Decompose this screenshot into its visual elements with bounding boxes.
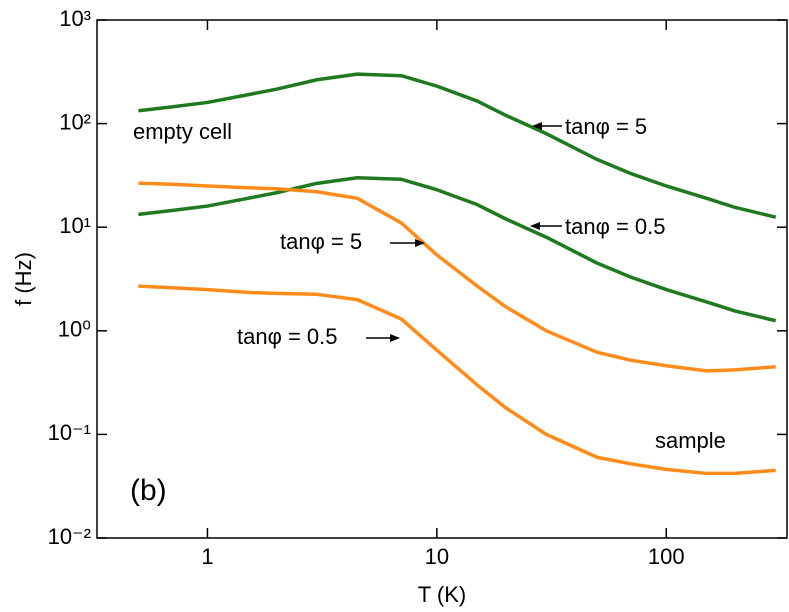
y-axis-label: f (Hz) [11, 252, 36, 306]
x-axis-label: T (K) [418, 582, 466, 607]
data-line [138, 181, 776, 373]
plot-frame [96, 19, 788, 539]
annotation: (b) [130, 474, 167, 507]
arrow-head [532, 122, 542, 130]
data-line [138, 284, 776, 476]
x-tick-label: 10 [425, 544, 449, 569]
y-tick-label: 10³ [59, 6, 91, 31]
x-tick-label: 1 [201, 544, 213, 569]
annotation: tanφ = 0.5 [565, 214, 666, 239]
annotation: sample [655, 428, 726, 453]
data-line [138, 72, 777, 219]
y-tick-label: 10⁻¹ [48, 420, 91, 445]
annotation: tanφ = 5 [280, 229, 362, 254]
y-tick-label: 10² [59, 109, 91, 134]
y-tick-label: 10⁻² [48, 524, 91, 549]
arrow-head [530, 222, 540, 230]
x-tick-label: 100 [648, 544, 685, 569]
y-tick-label: 10⁰ [58, 317, 91, 342]
y-tick-label: 10¹ [59, 213, 91, 238]
annotation: empty cell [133, 119, 232, 144]
data-line [138, 176, 777, 323]
annotation: tanφ = 0.5 [237, 324, 338, 349]
arrow-head [415, 239, 425, 247]
arrow-head [390, 334, 400, 342]
annotation: tanφ = 5 [565, 114, 647, 139]
